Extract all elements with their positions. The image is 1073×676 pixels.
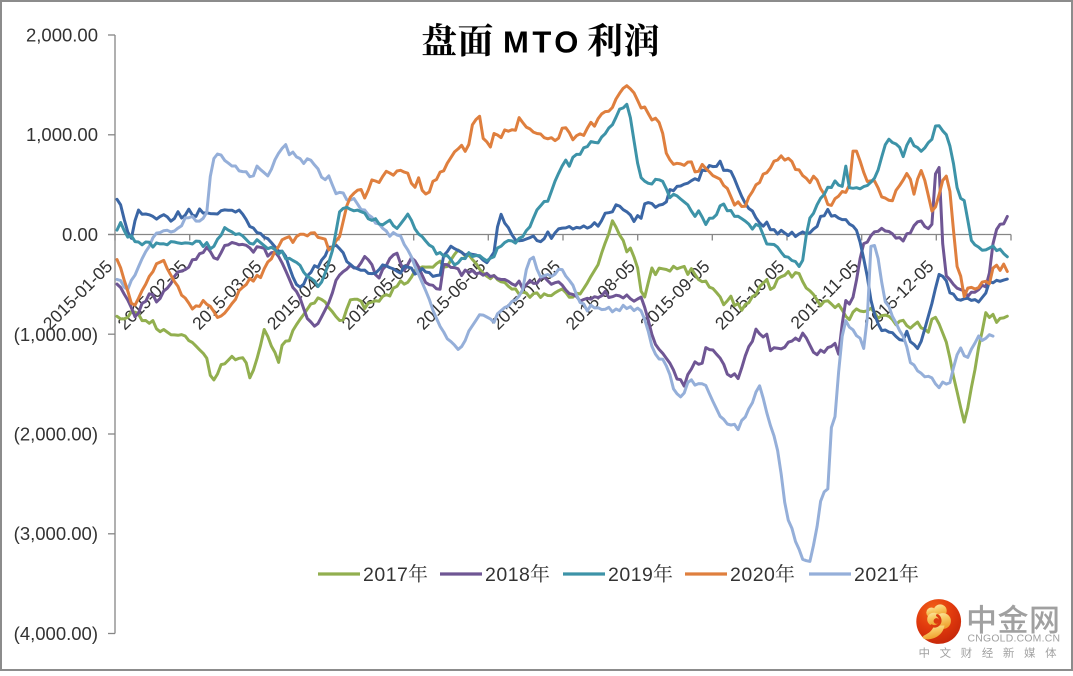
svg-text:CNGOLD.COM.CN: CNGOLD.COM.CN	[968, 634, 1061, 645]
svg-text:(4,000.00): (4,000.00)	[14, 623, 98, 644]
svg-text:1,000.00: 1,000.00	[26, 124, 98, 145]
svg-text:0.00: 0.00	[62, 224, 98, 245]
svg-text:(3,000.00): (3,000.00)	[14, 523, 98, 544]
svg-text:(1,000.00): (1,000.00)	[14, 324, 98, 345]
svg-text:2,000.00: 2,000.00	[26, 25, 98, 46]
svg-text:MTO: MTO	[503, 25, 582, 60]
svg-text:2019: 2019	[608, 564, 653, 586]
svg-text:2020: 2020	[730, 564, 775, 586]
svg-text:(2,000.00): (2,000.00)	[14, 424, 98, 445]
svg-text:2017: 2017	[363, 564, 408, 586]
svg-text:2021: 2021	[854, 564, 899, 586]
svg-text:2018: 2018	[485, 564, 530, 586]
